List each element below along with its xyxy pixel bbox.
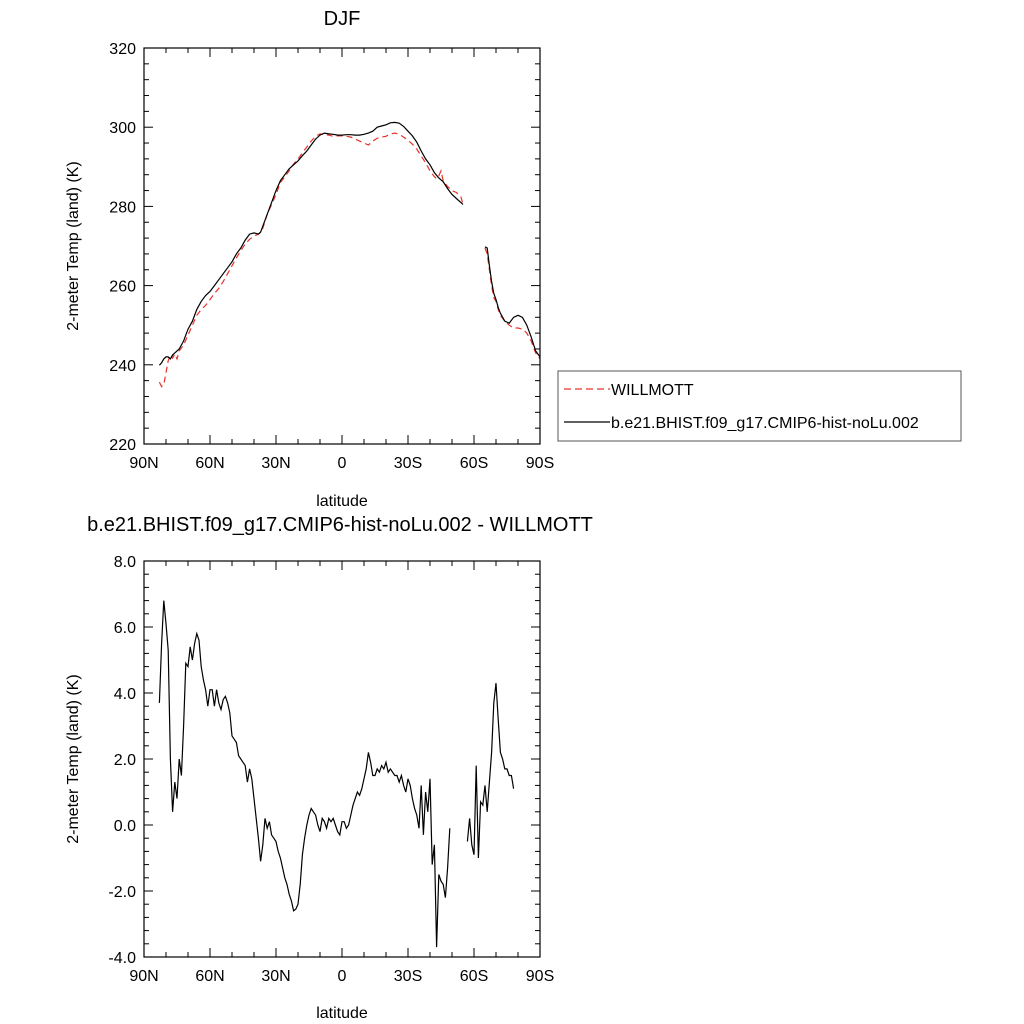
series-line-0-segment-0 bbox=[158, 132, 464, 388]
x-tick-label: 30S bbox=[394, 968, 422, 985]
x-tick-label: 90S bbox=[526, 968, 554, 985]
y-tick-label: 2.0 bbox=[114, 752, 136, 769]
x-tick-label: 90N bbox=[129, 455, 158, 472]
y-tick-label: 320 bbox=[109, 41, 136, 58]
y-tick-label: 300 bbox=[109, 120, 136, 137]
x-tick-label: 30N bbox=[261, 455, 290, 472]
bottom-chart-tick-labels: 90N 60N 30N 0 30S 60S 90S -4.0 -2.0 0.0 2.0 4.0 6.0 8… bbox=[108, 554, 554, 985]
bottom-chart-plot-frame bbox=[143, 560, 541, 958]
bottom-chart-title: b.e21.BHIST.f09_g17.CMIP6-hist-noLu.002 … bbox=[87, 514, 593, 536]
top-chart-series bbox=[158, 121, 540, 388]
legend-box bbox=[557, 370, 962, 442]
top-chart-ylabel: 2-meter Temp (land) (K) bbox=[65, 161, 82, 331]
x-tick-label: 30N bbox=[261, 968, 290, 985]
y-tick-label: 0.0 bbox=[114, 818, 136, 835]
series-line-0-segment-1 bbox=[466, 683, 515, 859]
x-tick-label: 90N bbox=[129, 968, 158, 985]
x-tick-label: 60N bbox=[195, 455, 224, 472]
y-tick-label: 6.0 bbox=[114, 620, 136, 637]
x-tick-label: 0 bbox=[338, 968, 347, 985]
x-tick-label: 30S bbox=[394, 455, 422, 472]
x-tick-label: 60S bbox=[460, 968, 488, 985]
x-tick-label: 90S bbox=[526, 455, 554, 472]
y-tick-label: 240 bbox=[109, 358, 136, 375]
x-tick-label: 0 bbox=[338, 455, 347, 472]
top-chart-plot-frame bbox=[143, 47, 541, 445]
bottom-chart-ticks bbox=[143, 560, 541, 958]
series-line-1-segment-0 bbox=[158, 121, 464, 366]
y-tick-label: 220 bbox=[109, 437, 136, 454]
legend-label-model: b.e21.BHIST.f09_g17.CMIP6-hist-noLu.002 bbox=[611, 415, 919, 432]
x-tick-label: 60S bbox=[460, 455, 488, 472]
top-chart-xlabel: latitude bbox=[316, 493, 368, 510]
bottom-chart-xlabel: latitude bbox=[316, 1005, 368, 1022]
bottom-chart-series bbox=[158, 600, 515, 948]
series-line-1-segment-1 bbox=[484, 246, 540, 358]
top-chart-tick-labels: 90N 60N 30N 0 30S 60S 90S 220 240 260 280 300 320 bbox=[109, 41, 554, 472]
series-line-0-segment-0 bbox=[158, 600, 451, 948]
y-tick-label: -2.0 bbox=[108, 884, 136, 901]
series-line-0-segment-1 bbox=[484, 247, 540, 360]
legend-label-willmott: WILLMOTT bbox=[611, 382, 694, 399]
bottom-chart: b.e21.BHIST.f09_g17.CMIP6-hist-noLu.002 … bbox=[65, 514, 593, 1022]
top-chart-title: DJF bbox=[324, 8, 361, 30]
x-tick-label: 60N bbox=[195, 968, 224, 985]
top-chart: DJF 2-meter Temp (land) (K) latitude 90N… bbox=[65, 8, 554, 510]
y-tick-label: 260 bbox=[109, 279, 136, 296]
y-tick-label: 280 bbox=[109, 199, 136, 216]
y-tick-label: 4.0 bbox=[114, 686, 136, 703]
y-tick-label: 8.0 bbox=[114, 554, 136, 571]
legend: WILLMOTT b.e21.BHIST.f09_g17.CMIP6-hist-… bbox=[557, 370, 962, 442]
top-chart-ticks bbox=[143, 47, 541, 445]
bottom-chart-ylabel: 2-meter Temp (land) (K) bbox=[65, 674, 82, 844]
y-tick-label: -4.0 bbox=[108, 950, 136, 967]
